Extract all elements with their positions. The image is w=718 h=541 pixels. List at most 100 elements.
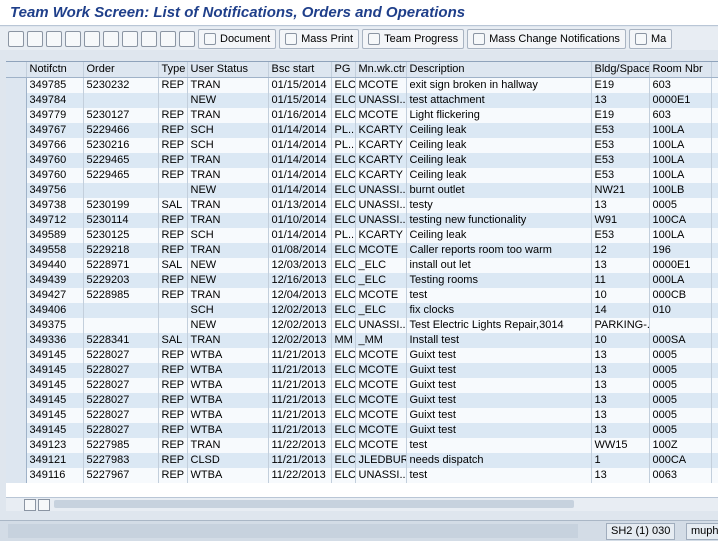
toolbar-icon[interactable] — [27, 30, 43, 47]
horizontal-scrollbar[interactable] — [6, 497, 718, 511]
row-selector[interactable] — [6, 153, 27, 168]
column-header[interactable]: Bldg/Space — [591, 62, 650, 78]
table-row[interactable]: 349760 5229465 REP TRAN 01/14/2014 ELC KCARTY C… — [6, 168, 718, 183]
row-selector[interactable] — [6, 198, 27, 213]
table-row[interactable]: 349116 5227967 REP WTBA 11/22/2013 ELC UNASSI.… — [6, 468, 718, 483]
table-row[interactable]: 349145 5228027 REP WTBA 11/21/2013 ELC MCOTE Gu… — [6, 408, 718, 423]
row-selector[interactable] — [6, 438, 27, 453]
table-row[interactable]: 349406 SCH 12/02/2013 ELC _ELC fix clocks 14 01… — [6, 303, 718, 318]
table-row[interactable]: 349439 5229203 REP NEW 12/16/2013 ELC _ELC Test… — [6, 273, 718, 288]
toolbar-icon[interactable] — [84, 30, 100, 47]
table-row[interactable]: 349785 5230232 REP TRAN 01/15/2014 ELC MCOTE ex… — [6, 77, 718, 93]
table-row[interactable]: 349427 5228985 REP TRAN 12/04/2013 ELC MCOTE te… — [6, 288, 718, 303]
cell: 000CA — [649, 453, 712, 468]
toolbar-icon[interactable] — [179, 30, 195, 47]
table-row[interactable]: 3491215227983REPCLSD11/21/2013ELCJLEDBUR… — [6, 453, 718, 468]
cell: ELC — [331, 318, 356, 333]
table-row[interactable]: 349558 5229218 REP TRAN 01/08/2014 ELC MCOTE Ca… — [6, 243, 718, 258]
toolbar-button[interactable]: Mass Print — [279, 28, 360, 49]
toolbar-button[interactable]: Ma — [628, 28, 673, 49]
row-selector[interactable] — [6, 303, 27, 318]
toolbar-icon[interactable] — [141, 30, 157, 47]
row-selector[interactable] — [6, 288, 27, 303]
toolbar-button[interactable]: Team Progress — [362, 28, 465, 49]
row-selector[interactable] — [6, 348, 27, 363]
column-header[interactable]: Mn.wk.ctr — [355, 62, 407, 78]
column-header[interactable]: PG — [331, 62, 356, 78]
cell: TRAN — [187, 168, 269, 183]
scroll-right[interactable] — [38, 499, 50, 511]
table-row[interactable]: 349145 5228027 REP WTBA 11/21/2013 ELC MCOTE Gu… — [6, 378, 718, 393]
row-selector[interactable] — [6, 468, 27, 483]
table-row[interactable]: 349440 5228971 SAL NEW 12/03/2013 ELC _ELC inst… — [6, 258, 718, 273]
toolbar-icon[interactable] — [65, 30, 81, 47]
table-row[interactable]: 349145 5228027 REP WTBA 11/21/2013 ELC MCOTE Gu… — [6, 423, 718, 438]
cell: TRAN — [187, 438, 269, 453]
table-row[interactable]: 349375 NEW 12/02/2013 ELC UNASSI... Test Elec… — [6, 318, 718, 333]
table-row[interactable]: 349123 5227985 REP TRAN 11/22/2013 ELC MCOTE te… — [6, 438, 718, 453]
table-row[interactable]: 349767 5229466 REP SCH 01/14/2014 PL... KCARTY… — [6, 123, 718, 138]
column-header[interactable]: Type — [158, 62, 188, 78]
cell: Ceiling leak — [406, 153, 592, 168]
cell: 349440 — [26, 258, 84, 273]
toolbar-icon[interactable] — [46, 30, 62, 47]
cell: Caller reports room too warm — [406, 243, 592, 258]
toolbar-button[interactable]: Document — [198, 28, 277, 49]
row-selector[interactable] — [6, 363, 27, 378]
scroll-thumb[interactable] — [54, 500, 574, 508]
cell: ELC — [331, 303, 356, 318]
cell: 349779 — [26, 108, 84, 123]
toolbar-icon[interactable] — [8, 30, 24, 47]
table-row[interactable]: 349784 NEW 01/15/2014 ELC UNASSI... test atta… — [6, 93, 718, 108]
row-selector[interactable] — [6, 168, 27, 183]
table-row[interactable]: 349589 5230125 REP SCH 01/14/2014 PL... KCARTY… — [6, 228, 718, 243]
scroll-left[interactable] — [24, 499, 36, 511]
table-row[interactable]: 349712 5230114 REP TRAN 01/10/2014 ELC UNASSI.… — [6, 213, 718, 228]
table-row[interactable]: 349145 5228027 REP WTBA 11/21/2013 ELC MCOTE Gu… — [6, 363, 718, 378]
row-selector[interactable] — [6, 423, 27, 438]
table-row[interactable]: 349779 5230127 REP TRAN 01/16/2014 ELC MCOTE Li… — [6, 108, 718, 123]
row-selector[interactable] — [6, 183, 27, 198]
toolbar-icon[interactable] — [122, 30, 138, 47]
row-selector[interactable] — [6, 273, 27, 288]
row-selector[interactable] — [6, 228, 27, 243]
table-row[interactable]: 349738 5230199 SAL TRAN 01/13/2014 ELC UNASSI.… — [6, 198, 718, 213]
row-selector[interactable] — [6, 393, 27, 408]
row-selector[interactable] — [6, 123, 27, 138]
table-row[interactable]: 349145 5228027 REP WTBA 11/21/2013 ELC MCOTE Gu… — [6, 393, 718, 408]
cell: 13 — [591, 408, 650, 423]
table-row[interactable]: 349760 5229465 REP TRAN 01/14/2014 ELC KCARTY C… — [6, 153, 718, 168]
button-icon — [473, 32, 486, 45]
row-selector[interactable] — [6, 318, 27, 333]
table-row[interactable]: 349756 NEW 01/14/2014 ELC UNASSI... burnt out… — [6, 183, 718, 198]
column-header[interactable]: Order — [83, 62, 159, 78]
cell: needs dispatch — [406, 453, 592, 468]
column-header[interactable]: Description — [406, 62, 592, 78]
toolbar-icon[interactable] — [160, 30, 176, 47]
table-row[interactable]: 349766 5230216 REP SCH 01/14/2014 PL... KCARTY… — [6, 138, 718, 153]
column-header[interactable]: User Status — [187, 62, 269, 78]
cell: 100LA — [649, 168, 712, 183]
row-selector[interactable] — [6, 258, 27, 273]
cell: Ceiling leak — [406, 228, 592, 243]
table-row[interactable]: 349145 5228027 REP WTBA 11/21/2013 ELC MCOTE Gu… — [6, 348, 718, 363]
column-header[interactable]: Notifctn — [26, 62, 84, 78]
row-selector[interactable] — [6, 108, 27, 123]
select-all[interactable] — [6, 62, 27, 78]
row-selector[interactable] — [6, 138, 27, 153]
table-row[interactable]: 349336 5228341 SAL TRAN 12/02/2013 MM _MM Insta… — [6, 333, 718, 348]
column-header[interactable]: Room Nbr — [649, 62, 712, 78]
row-selector[interactable] — [6, 453, 27, 468]
toolbar-button[interactable]: Mass Change Notifications — [467, 28, 626, 49]
row-selector[interactable] — [6, 93, 27, 108]
toolbar-icon[interactable] — [103, 30, 119, 47]
row-selector[interactable] — [6, 243, 27, 258]
cell-cut — [711, 213, 718, 228]
row-selector[interactable] — [6, 333, 27, 348]
row-selector[interactable] — [6, 77, 27, 93]
row-selector[interactable] — [6, 378, 27, 393]
cell: UNASSI... — [355, 93, 407, 108]
row-selector[interactable] — [6, 408, 27, 423]
row-selector[interactable] — [6, 213, 27, 228]
column-header[interactable]: Bsc start — [268, 62, 332, 78]
